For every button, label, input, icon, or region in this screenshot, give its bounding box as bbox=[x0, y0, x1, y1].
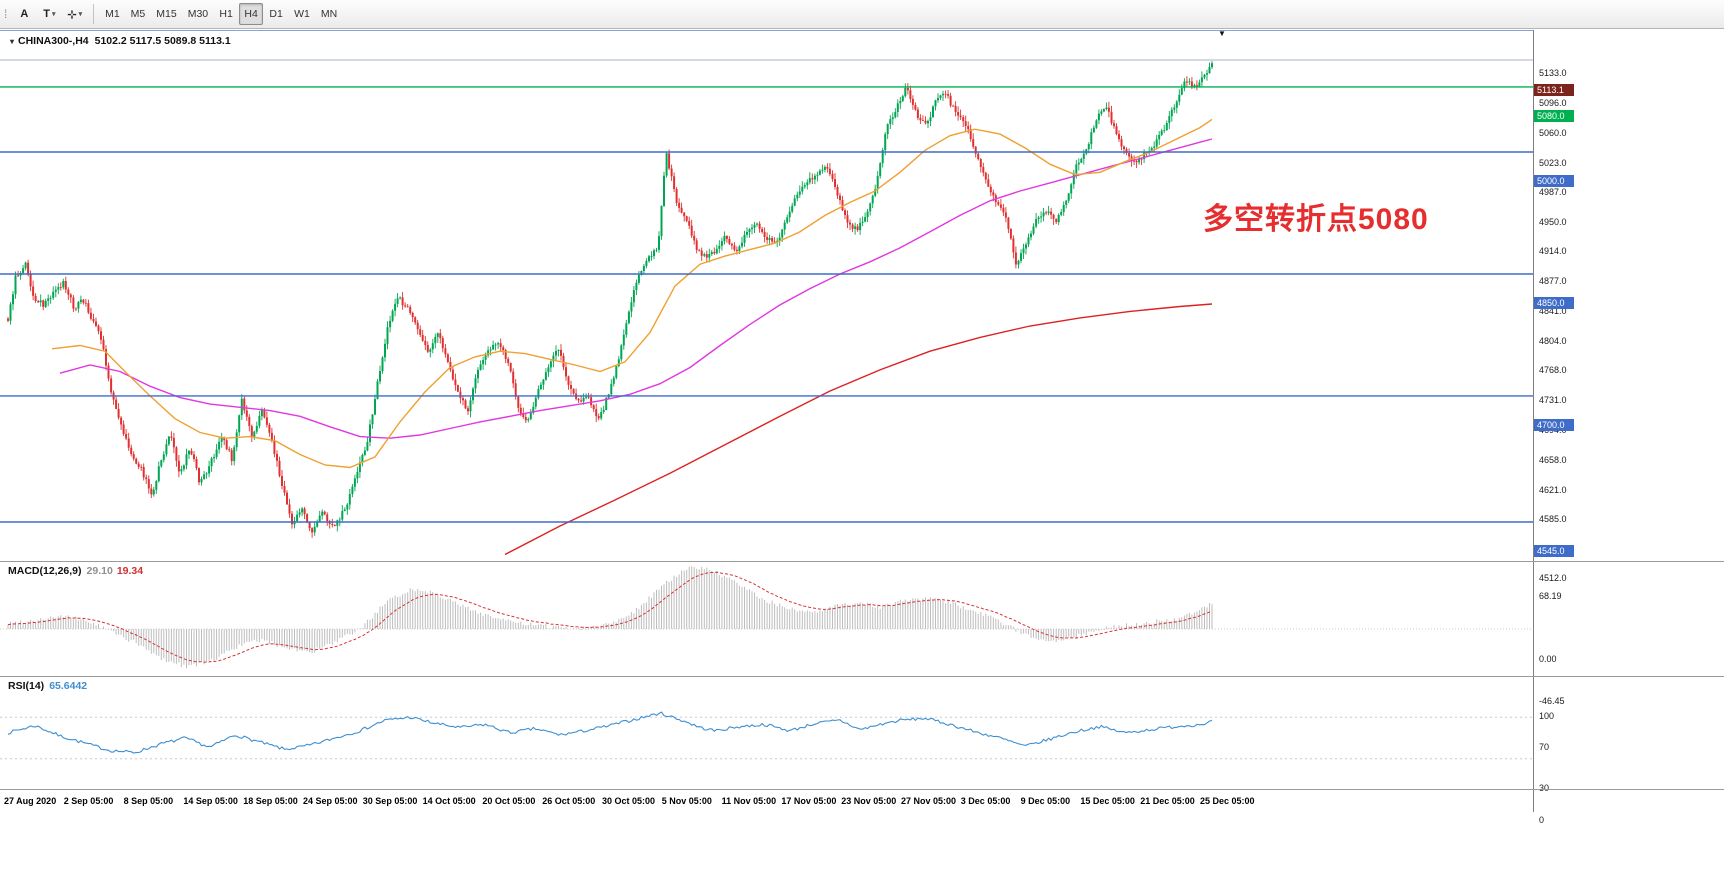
y-axis-tick: 4731.0 bbox=[1539, 395, 1567, 406]
y-axis-tick: 5133.0 bbox=[1539, 68, 1567, 79]
level-price-label: 4700.0 bbox=[1534, 419, 1574, 432]
panel-divider-rsi[interactable] bbox=[0, 676, 1724, 677]
time-axis[interactable]: 27 Aug 2020 2 Sep 05:00 8 Sep 05:00 14 Sep … bbox=[0, 790, 1533, 812]
macd-signal-value: 19.34 bbox=[116, 565, 144, 577]
timeframe-h1-button[interactable]: H1 bbox=[219, 8, 233, 20]
level-price-label: 5080.0 bbox=[1534, 110, 1574, 123]
x-axis-label: 27 Aug 2020 bbox=[4, 796, 57, 806]
y-axis-tick: 4987.0 bbox=[1539, 187, 1567, 198]
y-axis-tick: 5023.0 bbox=[1539, 157, 1567, 168]
level-price-label: 4850.0 bbox=[1534, 297, 1574, 310]
font-tool-icon[interactable]: A bbox=[20, 8, 29, 20]
x-axis-label: 25 Dec 05:00 bbox=[1200, 796, 1255, 806]
macd-axis-tick: 68.19 bbox=[1539, 591, 1562, 602]
macd-main-value: 29.10 bbox=[86, 565, 113, 577]
x-axis-label: 14 Sep 05:00 bbox=[183, 796, 238, 806]
current-price-label: 5113.1 bbox=[1534, 83, 1574, 96]
x-axis-label: 5 Nov 05:00 bbox=[661, 796, 712, 806]
level-price-label: 5000.0 bbox=[1534, 175, 1574, 188]
toolbar-grip-icon[interactable]: ⁞ bbox=[4, 7, 8, 21]
top-toolbar: ⁞ A T ▾ ⊹ ▾ M1 M5 M15 M30 H1 H4 D1 W1 MN bbox=[0, 0, 1724, 29]
x-axis-label: 15 Dec 05:00 bbox=[1080, 796, 1135, 806]
macd-label: MACD(12,26,9) 29.10 19.34 bbox=[8, 565, 143, 577]
x-axis-label: 27 Nov 05:00 bbox=[901, 796, 957, 806]
timeframe-mn-button[interactable]: MN bbox=[320, 8, 338, 20]
chart-title: ▾ CHINA300-,H4 5102.2 5117.5 5089.8 5113.1 bbox=[10, 35, 231, 47]
y-axis-tick: 4768.0 bbox=[1539, 365, 1567, 376]
y-axis-tick: 4658.0 bbox=[1539, 454, 1567, 465]
y-axis-tick: 4950.0 bbox=[1539, 217, 1567, 228]
rsi-axis-tick: 30 bbox=[1539, 783, 1549, 793]
x-axis-label: 24 Sep 05:00 bbox=[303, 796, 358, 806]
y-axis-tick: 4621.0 bbox=[1539, 484, 1567, 495]
chart-top-border bbox=[0, 30, 1724, 31]
crosshair-tool-icon[interactable]: ⊹ ▾ bbox=[67, 8, 83, 21]
symbol-period-label: CHINA300-,H4 bbox=[18, 35, 89, 47]
y-axis-tick: 4512.0 bbox=[1539, 573, 1567, 584]
rsi-axis-tick: 0 bbox=[1539, 814, 1545, 825]
x-axis-label: 2 Sep 05:00 bbox=[63, 796, 114, 806]
timeframe-m30-button[interactable]: M30 bbox=[187, 8, 209, 20]
timeframe-m1-button[interactable]: M1 bbox=[105, 8, 120, 20]
y-axis-tick: 5060.0 bbox=[1539, 127, 1567, 138]
y-axis-tick: 4804.0 bbox=[1539, 335, 1567, 346]
timeframe-toolbar: M1 M5 M15 M30 H1 H4 D1 W1 MN bbox=[100, 3, 342, 25]
rsi-chart[interactable] bbox=[0, 677, 1533, 789]
drawing-toolbar: A T ▾ ⊹ ▾ bbox=[12, 3, 87, 25]
price-scale[interactable]: 5133.0 5096.0 5060.0 5023.0 4987.0 4950.0 4914… bbox=[1533, 30, 1724, 825]
timeframe-m15-button[interactable]: M15 bbox=[156, 8, 177, 20]
x-axis-label: 18 Sep 05:00 bbox=[243, 796, 298, 806]
x-axis-label: 21 Dec 05:00 bbox=[1140, 796, 1195, 806]
x-axis-label: 30 Oct 05:00 bbox=[602, 796, 656, 806]
macd-axis-tick: -46.45 bbox=[1539, 695, 1565, 706]
annotation-text: 多空转折点5080 bbox=[1203, 203, 1429, 236]
panel-divider-macd[interactable] bbox=[0, 561, 1724, 562]
timeframe-h4-button[interactable]: H4 bbox=[239, 3, 264, 25]
x-axis-label: 11 Nov 05:00 bbox=[721, 796, 777, 806]
y-axis-tick: 4877.0 bbox=[1539, 276, 1567, 287]
toolbar-separator bbox=[93, 4, 95, 24]
macd-name: MACD(12,26,9) bbox=[8, 565, 82, 577]
price-chart[interactable] bbox=[0, 30, 1533, 561]
level-price-label: 4545.0 bbox=[1534, 545, 1574, 558]
y-axis-tick: 5096.0 bbox=[1539, 98, 1567, 109]
timeframe-d1-button[interactable]: D1 bbox=[269, 8, 283, 20]
x-axis-label: 3 Dec 05:00 bbox=[960, 796, 1011, 806]
rsi-axis-tick: 100 bbox=[1539, 710, 1555, 721]
text-tool-icon[interactable]: T ▾ bbox=[43, 8, 56, 20]
y-axis-tick: 4914.0 bbox=[1539, 246, 1567, 257]
chart-shift-marker-icon[interactable]: ▼ bbox=[1218, 29, 1226, 38]
x-axis-label: 8 Sep 05:00 bbox=[123, 796, 174, 806]
x-axis-label: 17 Nov 05:00 bbox=[781, 796, 837, 806]
timeframe-m5-button[interactable]: M5 bbox=[130, 8, 146, 20]
y-axis-tick: 4585.0 bbox=[1539, 513, 1567, 524]
macd-axis-tick: 0.00 bbox=[1539, 653, 1557, 664]
ohlc-values: 5102.2 5117.5 5089.8 5113.1 bbox=[94, 35, 231, 47]
x-axis-label: 30 Sep 05:00 bbox=[362, 796, 418, 806]
panel-divider-axis bbox=[0, 789, 1724, 790]
y-axis-tick: 4841.0 bbox=[1539, 305, 1567, 316]
chart-menu-icon[interactable]: ▾ bbox=[10, 37, 15, 46]
x-axis-label: 14 Oct 05:00 bbox=[422, 796, 476, 806]
x-axis-label: 9 Dec 05:00 bbox=[1020, 796, 1071, 806]
rsi-value: 65.6442 bbox=[49, 680, 88, 692]
rsi-label: RSI(14) 65.6442 bbox=[8, 680, 87, 692]
x-axis-label: 26 Oct 05:00 bbox=[542, 796, 596, 806]
rsi-axis-tick: 70 bbox=[1539, 741, 1550, 752]
macd-chart[interactable] bbox=[0, 562, 1533, 676]
rsi-name: RSI(14) bbox=[8, 680, 45, 692]
x-axis-label: 20 Oct 05:00 bbox=[482, 796, 536, 806]
timeframe-w1-button[interactable]: W1 bbox=[294, 8, 310, 20]
x-axis-label: 23 Nov 05:00 bbox=[841, 796, 897, 806]
